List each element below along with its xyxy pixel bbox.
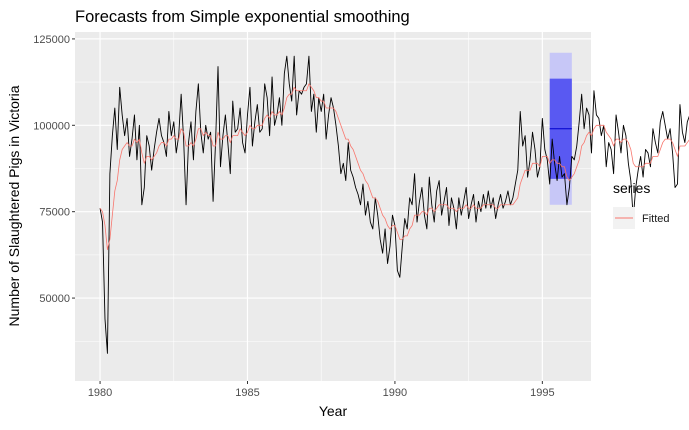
y-axis: 50000 75000 100000 125000 — [33, 34, 75, 305]
legend: series Fitted — [613, 180, 670, 229]
legend-title: series — [613, 180, 650, 196]
x-tick-label: 1990 — [383, 387, 407, 399]
y-tick-label: 125000 — [33, 34, 70, 46]
x-axis: 1980 1985 1990 1995 — [88, 381, 555, 399]
legend-label-fitted: Fitted — [642, 213, 670, 225]
chart-title: Forecasts from Simple exponential smooth… — [75, 8, 410, 26]
grid-minor — [75, 32, 591, 381]
x-axis-label: Year — [319, 403, 348, 419]
y-axis-label: Number of Slaughtered Pigs in Victoria — [6, 85, 22, 326]
x-tick-label: 1995 — [530, 387, 554, 399]
y-tick-label: 75000 — [39, 207, 70, 219]
y-tick-label: 50000 — [39, 293, 70, 305]
series-line-fitted — [99, 83, 689, 251]
grid-major — [75, 32, 591, 381]
y-tick-label: 100000 — [33, 120, 70, 132]
plot-panel — [75, 32, 591, 381]
series-layer — [99, 55, 689, 354]
forecast-layer — [549, 52, 572, 205]
x-tick-label: 1985 — [235, 387, 259, 399]
x-tick-label: 1980 — [88, 387, 112, 399]
series-line-observed — [99, 55, 689, 354]
